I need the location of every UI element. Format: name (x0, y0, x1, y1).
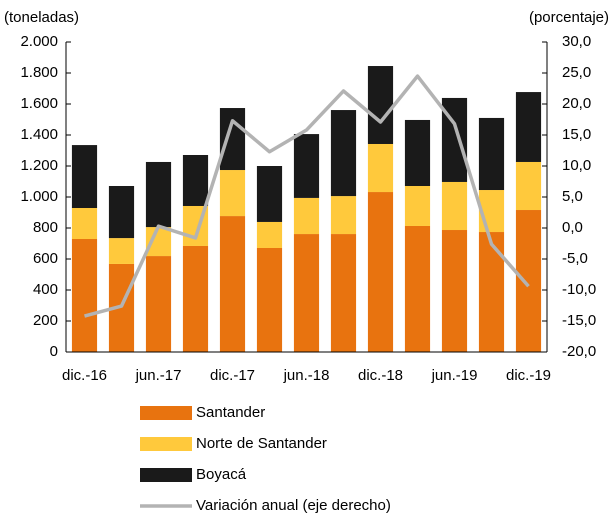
line-series (84, 74, 530, 318)
y-tick-label: 1.600 (20, 95, 58, 112)
y2-tick-label: 20,0 (562, 95, 591, 112)
bar-segment (182, 245, 209, 352)
bar-segment (182, 154, 209, 206)
bar-segment (515, 210, 542, 352)
bar-segment (367, 192, 394, 352)
x-tick-label: dic.-18 (358, 367, 403, 384)
x-tick-label: dic.-17 (210, 367, 255, 384)
bar-segment (145, 256, 172, 352)
y2-tick-label: 0,0 (562, 219, 583, 236)
bar-segment (330, 234, 357, 352)
bar-segment (330, 110, 357, 197)
y-tick-label: 1.000 (20, 188, 58, 205)
legend-swatch (140, 468, 192, 482)
bar-segment (441, 181, 468, 231)
bar-segment (71, 239, 98, 352)
y-tick-label: 600 (33, 250, 58, 267)
bar-segment (219, 170, 246, 217)
bar-segment (515, 161, 542, 211)
bar-segment (256, 247, 283, 352)
bar-segment (256, 221, 283, 248)
y-tick-label: 1.800 (20, 64, 58, 81)
bar-segment (441, 230, 468, 352)
y-tick-label: 200 (33, 312, 58, 329)
legend-label: Boyacá (196, 466, 247, 483)
bar-segment (108, 238, 135, 264)
bar-segment (108, 185, 135, 239)
y2-tick-label: 10,0 (562, 157, 591, 174)
y2-tick-label: 25,0 (562, 64, 591, 81)
bar-segment (330, 196, 357, 235)
legend-label: Variación anual (eje derecho) (196, 497, 391, 514)
y2-tick-label: 5,0 (562, 188, 583, 205)
y2-tick-label: -10,0 (562, 281, 596, 298)
bar-segment (404, 225, 431, 352)
y2-tick-label: -15,0 (562, 312, 596, 329)
y-tick-label: 800 (33, 219, 58, 236)
bar-segment (293, 134, 320, 198)
legend-swatch (140, 406, 192, 420)
y2-tick-label: 30,0 (562, 33, 591, 50)
x-tick-label: dic.-19 (506, 367, 551, 384)
y-tick-label: 1.400 (20, 126, 58, 143)
legend-label: Norte de Santander (196, 435, 327, 452)
y2-axis-label: (porcentaje) (529, 9, 609, 26)
bar-segment (145, 161, 172, 228)
bar-segment (478, 232, 505, 352)
bar-segment (293, 234, 320, 352)
y2-tick-label: 15,0 (562, 126, 591, 143)
bar-segment (515, 92, 542, 162)
y-tick-label: 400 (33, 281, 58, 298)
bar-segment (219, 216, 246, 352)
bar-segment (71, 145, 98, 209)
y2-tick-label: -5,0 (562, 250, 588, 267)
y-tick-label: 2.000 (20, 33, 58, 50)
bar-segment (367, 66, 394, 144)
x-tick-label: jun.-18 (283, 367, 330, 384)
x-tick-label: jun.-17 (135, 367, 182, 384)
bar-segment (71, 208, 98, 240)
bar-segment (478, 117, 505, 191)
y-tick-label: 1.200 (20, 157, 58, 174)
y-axis-label: (toneladas) (4, 9, 79, 26)
bar-segment (219, 108, 246, 171)
y2-tick-label: -20,0 (562, 343, 596, 360)
bar-segment (404, 119, 431, 186)
bar-segment (256, 166, 283, 222)
legend-label: Santander (196, 404, 265, 421)
bar-segment (367, 143, 394, 193)
y-tick-label: 0 (50, 343, 58, 360)
bar-segment (404, 185, 431, 226)
legend-swatch (140, 437, 192, 451)
x-tick-label: dic.-16 (62, 367, 107, 384)
x-tick-label: jun.-19 (431, 367, 478, 384)
bar-segment (293, 197, 320, 235)
